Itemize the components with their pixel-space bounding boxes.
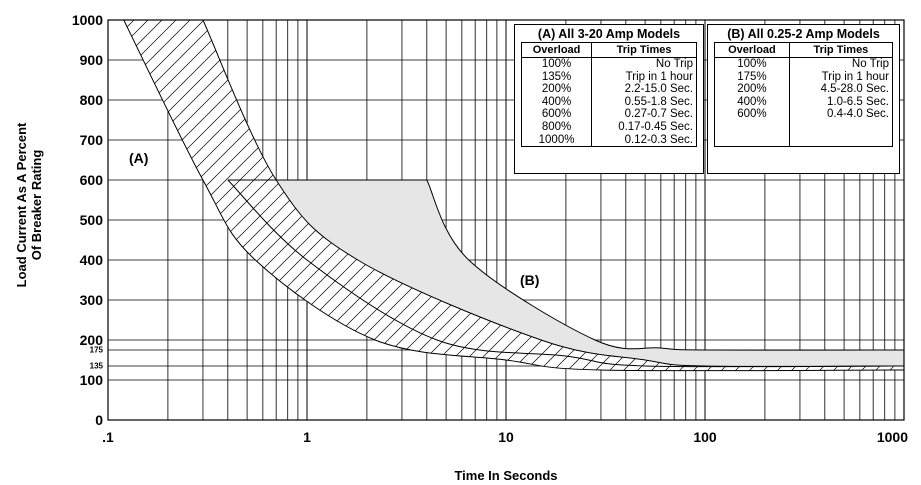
trip-time-cell: Trip in 1 hour <box>789 70 894 84</box>
x-tick-label: 10 <box>498 429 514 445</box>
y-tick-label: 300 <box>80 292 104 308</box>
y-tick-label-minor: 135 <box>90 362 104 371</box>
trip-time-cell: 1.0-6.5 Sec. <box>789 95 894 109</box>
overload-cell: 200% <box>714 83 790 96</box>
table-row: 400% 0.55-1.8 Sec. <box>520 95 697 109</box>
overload-cell: 135% <box>520 70 593 84</box>
series-a-lower-curve <box>123 20 904 372</box>
trip-time-cell: 0.4-4.0 Sec. <box>789 108 894 121</box>
y-tick-label: 600 <box>80 172 104 188</box>
table-a: (A) All 3-20 Amp Models Overload Trip Ti… <box>514 24 704 174</box>
trip-time-cell: 0.12-0.3 Sec. <box>591 133 697 148</box>
overload-cell: 200% <box>520 83 593 96</box>
overload-cell: 1000% <box>520 133 593 148</box>
overload-cell: 800% <box>520 120 593 134</box>
overload-cell: 400% <box>520 95 593 109</box>
series-b-lower-curve <box>227 179 904 368</box>
table-row: 800% 0.17-0.45 Sec. <box>520 120 697 134</box>
series-a-label: (A) <box>129 150 149 166</box>
y-tick-label: 100 <box>80 372 104 388</box>
trip-time-cell: 0.55-1.8 Sec. <box>591 95 697 109</box>
overload-cell: 600% <box>520 108 593 121</box>
trip-time-cell: 2.2-15.0 Sec. <box>591 83 697 96</box>
x-axis-title: Time In Seconds <box>454 468 557 483</box>
table-row <box>714 120 894 134</box>
table-a-title: (A) All 3-20 Amp Models <box>537 27 681 41</box>
y-tick-label: 0 <box>95 412 103 428</box>
y-tick-label: 200 <box>80 332 104 348</box>
overload-cell: 100% <box>714 57 790 71</box>
table-row: 600% 0.27-0.7 Sec. <box>520 108 697 121</box>
table-row: 175% Trip in 1 hour <box>714 70 894 84</box>
x-tick-label: 1 <box>303 429 311 445</box>
overload-cell: 400% <box>714 95 790 109</box>
table-b-header-overload: Overload <box>714 42 790 58</box>
trip-time-cell: No Trip <box>789 57 894 71</box>
series-b-label: (B) <box>520 272 540 288</box>
overload-cell: 600% <box>714 108 790 121</box>
y-tick-label: 900 <box>80 52 104 68</box>
table-row: 400% 1.0-6.5 Sec. <box>714 95 894 109</box>
overload-cell <box>714 120 790 134</box>
table-a-header-overload: Overload <box>520 42 593 58</box>
trip-time-cell: Trip in 1 hour <box>591 70 697 84</box>
table-row: 200% 2.2-15.0 Sec. <box>520 83 697 96</box>
overload-cell: 100% <box>520 57 593 71</box>
trip-time-cell: 4.5-28.0 Sec. <box>789 83 894 96</box>
x-tick-labels: .1 1 10 100 1000 <box>102 429 908 445</box>
trip-time-cell: No Trip <box>591 57 697 71</box>
y-tick-label: 700 <box>80 132 104 148</box>
y-tick-label: 800 <box>80 92 104 108</box>
table-row: 135% Trip in 1 hour <box>520 70 697 84</box>
table-row: 600% 0.4-4.0 Sec. <box>714 108 894 121</box>
table-row: 1000% 0.12-0.3 Sec. <box>520 133 697 148</box>
table-row: 200% 4.5-28.0 Sec. <box>714 83 894 96</box>
y-tick-label: 500 <box>80 212 104 228</box>
trip-time-cell: 0.17-0.45 Sec. <box>591 120 697 134</box>
series-b-upper-curve <box>426 179 904 351</box>
table-b: (B) All 0.25-2 Amp Models Overload Trip … <box>707 24 900 174</box>
y-axis-title-line1: Load Current As A Percent <box>14 122 29 287</box>
y-tick-label-minor: 175 <box>90 346 104 355</box>
table-b-grid: Overload Trip Times 100% No Trip 175% Trip… <box>714 42 894 148</box>
y-tick-label: 400 <box>80 252 104 268</box>
table-a-header-trip: Trip Times <box>591 42 697 58</box>
trip-time-cell: 0.27-0.7 Sec. <box>591 108 697 121</box>
x-tick-label: 1000 <box>877 429 908 445</box>
plot-frame <box>107 19 905 421</box>
overload-cell <box>714 133 790 148</box>
series-a-band <box>123 20 904 371</box>
y-axis-title-line2: Of Breaker Rating <box>29 150 44 261</box>
overload-cell: 175% <box>714 70 790 84</box>
table-row <box>714 133 894 148</box>
table-row: 100% No Trip <box>520 57 697 71</box>
table-b-title: (B) All 0.25-2 Amp Models <box>727 27 880 41</box>
y-tick-label: 1000 <box>72 12 103 28</box>
trip-time-cell <box>789 133 894 148</box>
y-tick-labels: 0 100 200 300 400 500 600 700 800 900 1000 135 175 <box>72 12 104 428</box>
table-b-header-trip: Trip Times <box>788 42 894 58</box>
x-tick-label: 100 <box>693 429 717 445</box>
table-a-grid: Overload Trip Times 100% No Trip 135% Trip… <box>520 42 697 148</box>
table-row: 100% No Trip <box>714 57 894 71</box>
trip-time-cell <box>789 120 894 134</box>
x-tick-label: .1 <box>102 429 114 445</box>
